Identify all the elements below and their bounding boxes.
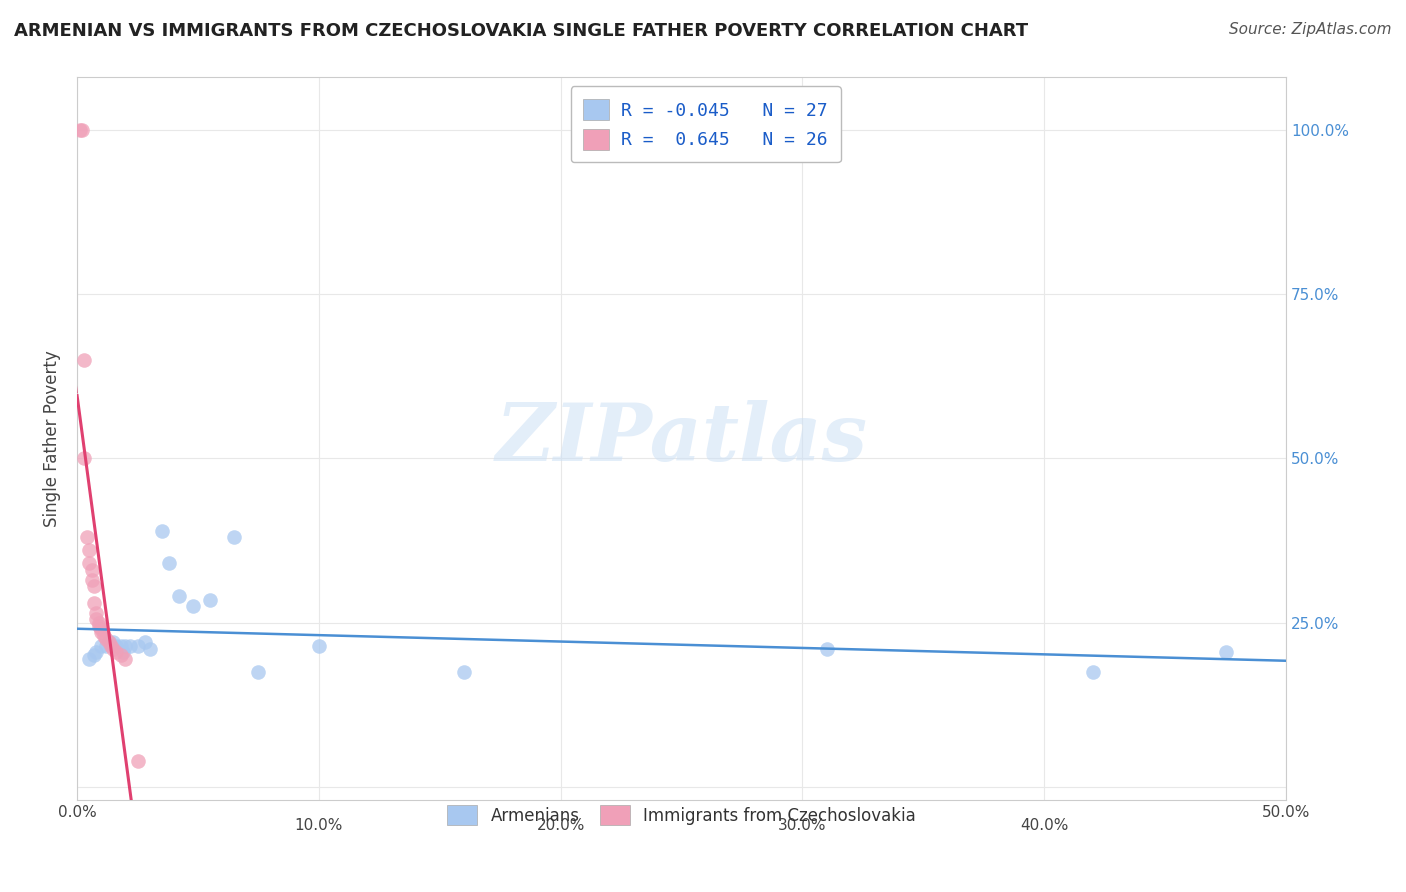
Point [80, 573, 103, 587]
Point [80, 563, 103, 577]
Point [69, 123, 91, 137]
Point [97, 635, 120, 649]
Point [77, 543, 100, 558]
Point [134, 635, 156, 649]
Point [1215, 645, 1237, 659]
Y-axis label: Single Father Poverty: Single Father Poverty [44, 351, 60, 527]
Point [127, 754, 149, 768]
Point [308, 639, 330, 653]
Point [453, 665, 475, 679]
Point [181, 599, 204, 614]
Point [94, 632, 117, 646]
Text: ZIPatlas: ZIPatlas [495, 400, 868, 477]
Point [198, 592, 221, 607]
Point [150, 524, 173, 538]
Point [90, 622, 112, 636]
Point [87, 619, 110, 633]
Text: 10.0%: 10.0% [295, 818, 343, 833]
Point [97, 635, 120, 649]
Point [87, 615, 110, 630]
Point [94, 639, 117, 653]
Point [77, 651, 100, 665]
Point [100, 639, 122, 653]
Text: Source: ZipAtlas.com: Source: ZipAtlas.com [1229, 22, 1392, 37]
Point [86, 645, 108, 659]
Point [1081, 665, 1104, 679]
Point [83, 648, 105, 663]
Point [103, 641, 125, 656]
Point [247, 665, 270, 679]
Point [73, 352, 96, 367]
Point [104, 645, 127, 659]
Point [138, 641, 160, 656]
Point [815, 641, 838, 656]
Point [86, 612, 108, 626]
Point [104, 639, 127, 653]
Point [83, 579, 105, 593]
Legend: Armenians, Immigrants from Czechoslovakia: Armenians, Immigrants from Czechoslovaki… [440, 798, 922, 831]
Text: 40.0%: 40.0% [1019, 818, 1069, 833]
Point [110, 648, 132, 663]
Point [103, 635, 125, 649]
Point [90, 639, 112, 653]
Text: 20.0%: 20.0% [537, 818, 585, 833]
Point [127, 639, 149, 653]
Point [167, 590, 190, 604]
Point [120, 639, 142, 653]
Point [86, 606, 108, 620]
Point [83, 596, 105, 610]
Point [77, 557, 100, 571]
Point [110, 639, 132, 653]
Point [76, 530, 98, 544]
Point [90, 625, 112, 640]
Text: 30.0%: 30.0% [778, 818, 827, 833]
Point [114, 651, 136, 665]
Point [114, 639, 136, 653]
Point [157, 557, 180, 571]
Point [224, 530, 246, 544]
Point [73, 451, 96, 466]
Point [112, 645, 135, 659]
Point [70, 123, 93, 137]
Point [93, 629, 115, 643]
Text: ARMENIAN VS IMMIGRANTS FROM CZECHOSLOVAKIA SINGLE FATHER POVERTY CORRELATION CHA: ARMENIAN VS IMMIGRANTS FROM CZECHOSLOVAK… [14, 22, 1028, 40]
